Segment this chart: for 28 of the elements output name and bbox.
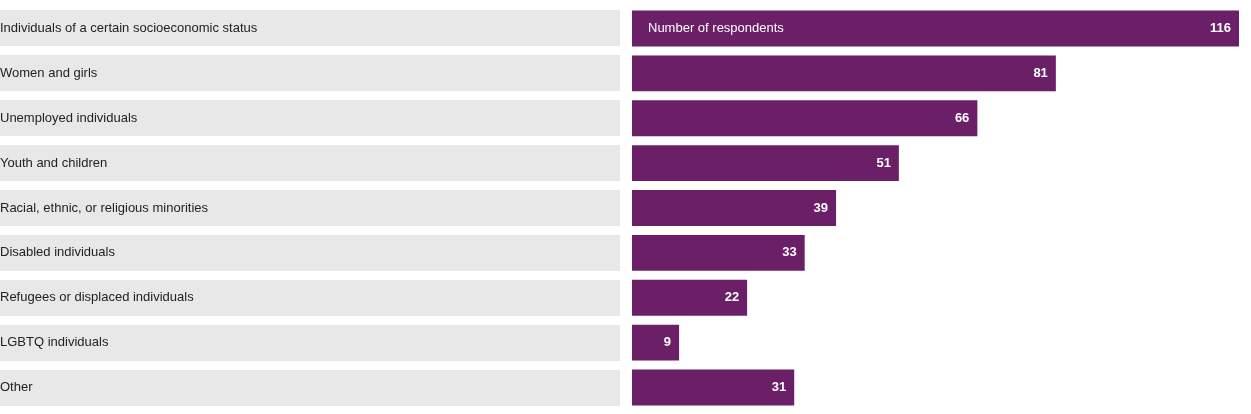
y-tick-label: Disabled individuals [0,244,116,260]
y-tick-label: Individuals of a certain socioeconomic status [0,20,258,36]
data-label: 51 [876,154,891,170]
y-tick-label: Women and girls [0,64,98,80]
bar [632,100,978,137]
data-label: 22 [724,289,740,305]
data-label: 116 [1210,20,1231,36]
y-tick-label: Youth and children [0,154,108,170]
data-label: 66 [954,109,970,125]
data-label: 31 [771,379,787,395]
y-tick-label: Refugees or displaced individuals [0,289,195,305]
data-label: 39 [813,199,829,215]
bar [632,55,1056,92]
bar [632,10,1239,47]
bar [632,234,805,271]
data-label: 9 [663,334,672,350]
bar [632,279,748,316]
x-axis-title: Number of respondents [648,20,785,36]
bar [632,190,837,226]
bar [632,324,680,361]
y-tick-label: Racial, ethnic, or religious minorities [0,199,209,215]
y-tick-label: Unemployed individuals [0,109,138,125]
y-tick-label: LGBTQ individuals [0,334,109,350]
bar [632,145,899,182]
y-tick-label: Other [0,379,34,395]
data-label: 33 [782,244,797,260]
bar [632,369,795,406]
data-label: 81 [1033,64,1048,80]
